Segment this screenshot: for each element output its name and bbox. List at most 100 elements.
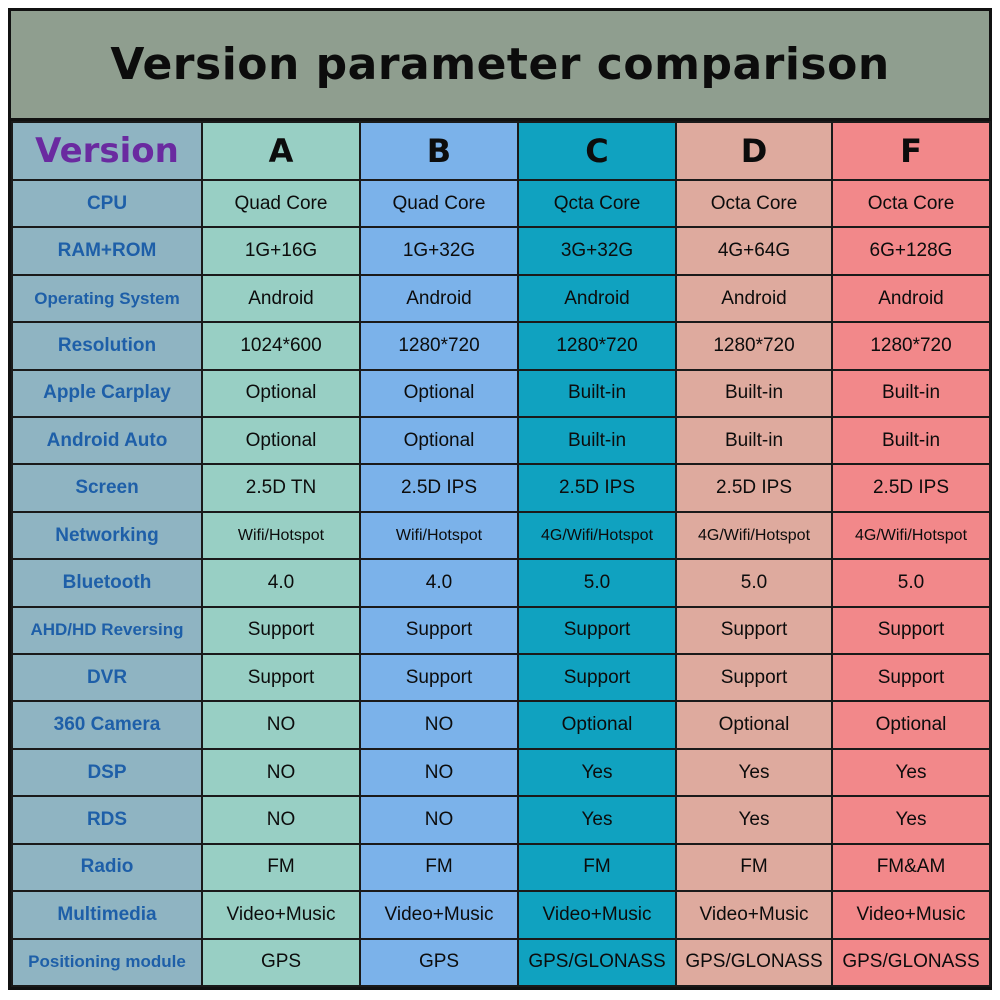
cell-f-ram-rom: 6G+128G xyxy=(831,226,991,276)
cell-a-dvr: Support xyxy=(201,653,361,703)
table-row-360-camera: 360 Camera NO NO Optional Optional Optional xyxy=(11,700,991,750)
cell-b-networking: Wifi/Hotspot xyxy=(359,510,519,561)
cell-d-positioning-module: GPS/GLONASS xyxy=(675,937,833,987)
cell-d-multimedia: Video+Music xyxy=(675,890,833,940)
cell-f-screen: 2.5D IPS xyxy=(831,463,991,513)
cell-f-android-auto: Built-in xyxy=(831,416,991,466)
row-label: DSP xyxy=(11,747,203,798)
cell-a-dsp: NO xyxy=(201,747,361,798)
cell-b-cpu: Quad Core xyxy=(359,178,519,229)
cell-d-operating-system: Android xyxy=(675,273,833,324)
cell-d-ahd-hd-reversing: Support xyxy=(675,605,833,656)
cell-b-rds: NO xyxy=(359,795,519,845)
cell-c-screen: 2.5D IPS xyxy=(517,463,677,513)
version-header-label: Version xyxy=(11,121,203,181)
cell-a-android-auto: Optional xyxy=(201,416,361,466)
cell-f-networking: 4G/Wifi/Hotspot xyxy=(831,510,991,561)
table-row-apple-carplay: Apple Carplay Optional Optional Built-in Bui… xyxy=(11,368,991,419)
cell-b-apple-carplay: Optional xyxy=(359,368,519,419)
cell-c-bluetooth: 5.0 xyxy=(517,558,677,608)
cell-d-apple-carplay: Built-in xyxy=(675,368,833,419)
table-row-radio: Radio FM FM FM FM FM&AM xyxy=(11,842,991,893)
row-label: Screen xyxy=(11,463,203,513)
cell-a-radio: FM xyxy=(201,842,361,893)
row-label: RAM+ROM xyxy=(11,226,203,276)
row-label: Android Auto xyxy=(11,416,203,466)
version-header-a: A xyxy=(201,121,361,181)
cell-b-360-camera: NO xyxy=(359,700,519,750)
cell-d-360-camera: Optional xyxy=(675,700,833,750)
cell-d-cpu: Octa Core xyxy=(675,178,833,229)
cell-f-dsp: Yes xyxy=(831,747,991,798)
cell-a-ram-rom: 1G+16G xyxy=(201,226,361,276)
cell-d-ram-rom: 4G+64G xyxy=(675,226,833,276)
table-row-ram-rom: RAM+ROM 1G+16G 1G+32G 3G+32G 4G+64G 6G+128G xyxy=(11,226,991,276)
cell-b-radio: FM xyxy=(359,842,519,893)
cell-c-operating-system: Android xyxy=(517,273,677,324)
cell-c-resolution: 1280*720 xyxy=(517,321,677,371)
table-row-screen: Screen 2.5D TN 2.5D IPS 2.5D IPS 2.5D IPS 2.5… xyxy=(11,463,991,513)
version-header-b: B xyxy=(359,121,519,181)
cell-d-radio: FM xyxy=(675,842,833,893)
row-label: RDS xyxy=(11,795,203,845)
cell-c-360-camera: Optional xyxy=(517,700,677,750)
table-row-ahd-hd-reversing: AHD/HD Reversing Support Support Support Sup… xyxy=(11,605,991,656)
row-label: AHD/HD Reversing xyxy=(11,605,203,656)
row-label: Radio xyxy=(11,842,203,893)
cell-d-dvr: Support xyxy=(675,653,833,703)
cell-c-ram-rom: 3G+32G xyxy=(517,226,677,276)
cell-a-resolution: 1024*600 xyxy=(201,321,361,371)
cell-b-dvr: Support xyxy=(359,653,519,703)
cell-c-ahd-hd-reversing: Support xyxy=(517,605,677,656)
table-body: CPU Quad Core Quad Core Qcta Core Octa Core O… xyxy=(11,178,991,987)
cell-c-dsp: Yes xyxy=(517,747,677,798)
cell-c-dvr: Support xyxy=(517,653,677,703)
cell-c-multimedia: Video+Music xyxy=(517,890,677,940)
cell-b-ahd-hd-reversing: Support xyxy=(359,605,519,656)
row-label: DVR xyxy=(11,653,203,703)
version-header-c: C xyxy=(517,121,677,181)
page-title: Version parameter comparison xyxy=(110,39,890,90)
table-row-bluetooth: Bluetooth 4.0 4.0 5.0 5.0 5.0 xyxy=(11,558,991,608)
cell-b-bluetooth: 4.0 xyxy=(359,558,519,608)
comparison-chart: Version parameter comparison Version A B… xyxy=(8,8,992,990)
cell-c-positioning-module: GPS/GLONASS xyxy=(517,937,677,987)
cell-a-positioning-module: GPS xyxy=(201,937,361,987)
title-bar: Version parameter comparison xyxy=(11,11,989,121)
cell-c-radio: FM xyxy=(517,842,677,893)
cell-d-android-auto: Built-in xyxy=(675,416,833,466)
cell-f-dvr: Support xyxy=(831,653,991,703)
cell-a-screen: 2.5D TN xyxy=(201,463,361,513)
cell-b-android-auto: Optional xyxy=(359,416,519,466)
cell-f-ahd-hd-reversing: Support xyxy=(831,605,991,656)
cell-a-360-camera: NO xyxy=(201,700,361,750)
cell-a-bluetooth: 4.0 xyxy=(201,558,361,608)
cell-f-positioning-module: GPS/GLONASS xyxy=(831,937,991,987)
cell-a-operating-system: Android xyxy=(201,273,361,324)
cell-c-apple-carplay: Built-in xyxy=(517,368,677,419)
version-header-d: D xyxy=(675,121,833,181)
cell-c-android-auto: Built-in xyxy=(517,416,677,466)
row-label: CPU xyxy=(11,178,203,229)
cell-d-networking: 4G/Wifi/Hotspot xyxy=(675,510,833,561)
row-label: Positioning module xyxy=(11,937,203,987)
cell-a-rds: NO xyxy=(201,795,361,845)
version-header-f: F xyxy=(831,121,991,181)
row-label: Networking xyxy=(11,510,203,561)
cell-b-multimedia: Video+Music xyxy=(359,890,519,940)
row-label: Resolution xyxy=(11,321,203,371)
table-row-cpu: CPU Quad Core Quad Core Qcta Core Octa Core O… xyxy=(11,178,991,229)
cell-b-resolution: 1280*720 xyxy=(359,321,519,371)
cell-b-ram-rom: 1G+32G xyxy=(359,226,519,276)
cell-b-dsp: NO xyxy=(359,747,519,798)
cell-d-rds: Yes xyxy=(675,795,833,845)
cell-a-multimedia: Video+Music xyxy=(201,890,361,940)
header-row: Version A B C D F xyxy=(11,121,991,181)
table-row-android-auto: Android Auto Optional Optional Built-in Buil… xyxy=(11,416,991,466)
cell-d-screen: 2.5D IPS xyxy=(675,463,833,513)
cell-f-bluetooth: 5.0 xyxy=(831,558,991,608)
cell-f-360-camera: Optional xyxy=(831,700,991,750)
row-label: 360 Camera xyxy=(11,700,203,750)
table-row-resolution: Resolution 1024*600 1280*720 1280*720 1280*7… xyxy=(11,321,991,371)
table-row-operating-system: Operating System Android Android Android And… xyxy=(11,273,991,324)
